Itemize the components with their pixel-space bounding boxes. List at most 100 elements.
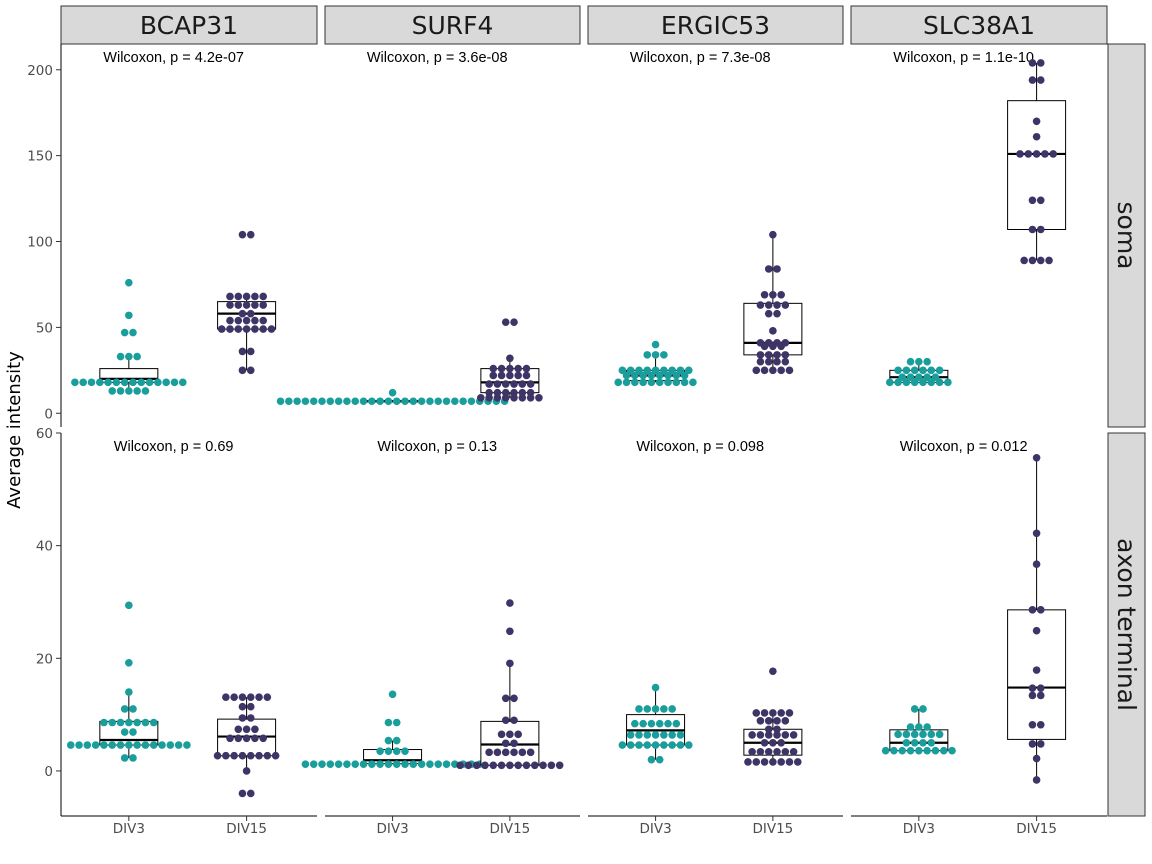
data-point-bcap31-axon-terminal-div3 [66,741,75,749]
data-point-bcap31-soma-div15 [238,309,247,318]
data-point-ergic53-soma-div15 [773,351,781,359]
data-point-surf4-soma-div3 [451,397,459,406]
data-point-surf4-soma-div3 [359,397,368,406]
data-point-surf4-soma-div15 [506,354,514,363]
data-point-slc38a1-soma-div15 [1020,256,1028,265]
data-point-ergic53-axon-terminal-div3 [643,741,652,749]
data-point-surf4-soma-div3 [417,397,426,406]
data-point-slc38a1-axon-terminal-div3 [910,738,919,747]
data-point-ergic53-soma-div15 [764,339,773,347]
data-point-bcap31-soma-div3 [178,378,187,387]
data-point-surf4-axon-terminal-div15 [510,748,518,757]
x-tick-label-bcap31-div3: DIV3 [113,821,145,837]
data-point-slc38a1-axon-terminal-div3 [923,723,931,731]
data-point-surf4-axon-terminal-div15 [514,761,522,770]
y-tick-label-axon-terminal-20: 20 [36,651,53,667]
data-point-bcap31-axon-terminal-div3 [120,754,129,762]
data-point-surf4-axon-terminal-div3 [326,760,335,768]
data-point-ergic53-soma-div3 [647,378,656,387]
data-point-ergic53-axon-terminal-div15 [769,709,777,717]
data-point-bcap31-soma-div15 [246,309,255,318]
data-point-surf4-axon-terminal-div15 [489,761,498,770]
data-point-bcap31-axon-terminal-div3 [100,741,108,749]
data-point-surf4-axon-terminal-div3 [392,747,401,756]
data-point-bcap31-axon-terminal-div3 [141,741,150,749]
box-surf4-axon-terminal-div15 [480,720,540,766]
data-point-bcap31-axon-terminal-div3 [133,741,141,749]
data-point-surf4-soma-div15 [506,371,514,380]
x-tick-label-slc38a1-div3: DIV3 [903,821,935,837]
data-point-surf4-axon-terminal-div15 [506,627,514,636]
data-point-slc38a1-soma-div3 [902,378,911,387]
data-point-bcap31-soma-div3 [108,387,117,395]
data-point-bcap31-soma-div3 [129,328,137,337]
data-point-ergic53-axon-terminal-div15 [769,758,777,766]
data-point-ergic53-axon-terminal-div3 [643,731,652,739]
data-point-slc38a1-axon-terminal-div3 [915,723,923,731]
data-point-ergic53-soma-div15 [781,357,790,366]
data-point-ergic53-soma-div15 [773,309,781,318]
data-point-bcap31-axon-terminal-div15 [263,693,272,701]
data-point-bcap31-soma-div15 [246,230,255,239]
data-point-bcap31-soma-div3 [120,378,129,387]
data-point-surf4-soma-div15 [518,380,527,388]
data-point-slc38a1-soma-div15 [1036,256,1045,265]
data-point-surf4-axon-terminal-div15 [547,761,556,770]
data-point-ergic53-axon-terminal-div3 [668,705,676,713]
data-point-ergic53-soma-div15 [756,357,765,366]
data-point-slc38a1-axon-terminal-div3 [890,746,898,755]
data-point-ergic53-axon-terminal-div15 [769,667,777,676]
data-point-slc38a1-soma-div15 [1036,196,1045,205]
data-point-surf4-soma-div15 [489,371,498,380]
data-point-slc38a1-axon-terminal-div3 [935,730,944,739]
data-point-ergic53-axon-terminal-div15 [760,738,769,747]
data-point-bcap31-axon-terminal-div3 [129,705,137,713]
data-point-ergic53-soma-div3 [643,366,652,375]
pvalue-annotation-ergic53-axon-terminal: Wilcoxon, p = 0.098 [636,439,764,455]
data-point-ergic53-soma-div3 [626,366,635,375]
data-point-surf4-soma-div15 [493,388,502,397]
data-point-surf4-axon-terminal-div3 [301,760,310,768]
data-point-slc38a1-soma-div3 [931,373,940,381]
data-point-bcap31-axon-terminal-div15 [242,734,251,743]
data-point-surf4-soma-div3 [392,397,401,406]
data-point-surf4-soma-div3 [388,388,397,397]
data-point-bcap31-soma-div3 [125,352,133,361]
data-point-ergic53-soma-div15 [785,366,794,375]
facet-label-bcap31: BCAP31 [140,11,238,40]
data-point-ergic53-axon-terminal-div3 [676,731,685,739]
data-point-bcap31-axon-terminal-div15 [222,693,230,701]
data-point-ergic53-soma-div3 [631,371,639,380]
data-point-surf4-axon-terminal-div15 [510,694,518,703]
data-point-slc38a1-soma-div3 [915,373,923,381]
data-point-bcap31-soma-div3 [137,378,146,387]
data-point-bcap31-soma-div3 [120,328,129,337]
data-point-bcap31-soma-div3 [133,387,141,395]
data-point-slc38a1-soma-div3 [902,366,911,375]
data-point-slc38a1-soma-div3 [898,373,907,381]
data-point-slc38a1-soma-div15 [1028,256,1037,265]
data-point-ergic53-axon-terminal-div15 [785,709,794,717]
data-point-slc38a1-soma-div15 [1028,196,1037,205]
data-point-surf4-axon-terminal-div15 [530,761,539,770]
data-point-surf4-soma-div15 [501,318,510,327]
data-point-ergic53-soma-div3 [668,366,676,375]
data-point-slc38a1-axon-terminal-div3 [919,730,927,739]
data-point-ergic53-soma-div3 [614,378,623,387]
data-point-ergic53-axon-terminal-div15 [773,731,781,739]
data-point-surf4-soma-div3 [293,397,301,406]
data-point-ergic53-soma-div3 [680,371,689,380]
data-point-bcap31-soma-div3 [87,378,96,387]
data-point-bcap31-axon-terminal-div15 [255,751,263,760]
data-point-ergic53-soma-div3 [660,351,668,359]
data-point-surf4-soma-div15 [506,364,514,373]
data-point-bcap31-soma-div15 [226,325,234,333]
data-point-ergic53-soma-div3 [639,378,647,387]
facet-label-surf4: SURF4 [412,11,494,40]
data-point-slc38a1-axon-terminal-div3 [910,705,919,713]
data-point-ergic53-soma-div15 [769,327,777,335]
data-point-ergic53-soma-div15 [764,265,773,273]
data-point-surf4-axon-terminal-div15 [518,748,527,757]
y-tick-label-soma-100: 100 [27,235,53,251]
data-point-bcap31-soma-div3 [71,378,79,387]
